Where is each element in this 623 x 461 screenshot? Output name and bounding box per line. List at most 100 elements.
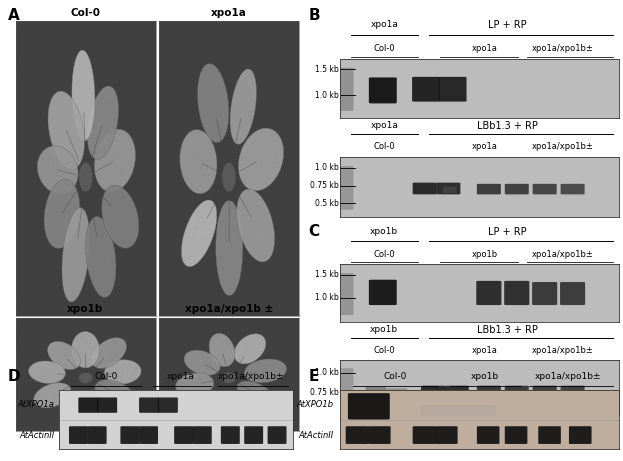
Point bbox=[135, 384, 145, 391]
Point bbox=[91, 395, 101, 402]
Point bbox=[137, 355, 147, 363]
Point bbox=[29, 27, 39, 34]
Point bbox=[278, 341, 288, 348]
Point bbox=[48, 301, 58, 308]
Point bbox=[87, 375, 97, 382]
Point bbox=[170, 426, 180, 434]
Point bbox=[148, 104, 158, 111]
Point bbox=[280, 410, 290, 417]
Point bbox=[174, 398, 184, 406]
Point bbox=[59, 152, 69, 160]
Point bbox=[189, 116, 199, 123]
Point bbox=[175, 124, 185, 132]
Point bbox=[90, 178, 100, 185]
Point bbox=[206, 274, 216, 282]
Point bbox=[56, 201, 66, 208]
Point bbox=[145, 107, 155, 115]
Point bbox=[218, 364, 228, 371]
Point bbox=[85, 420, 95, 428]
Point bbox=[260, 322, 270, 329]
Point bbox=[270, 422, 280, 430]
Point bbox=[89, 252, 99, 259]
Point bbox=[179, 394, 189, 401]
Point bbox=[60, 146, 70, 154]
Point bbox=[97, 360, 107, 367]
Point bbox=[159, 275, 169, 283]
Point bbox=[245, 36, 255, 44]
Point bbox=[264, 107, 274, 115]
Point bbox=[64, 370, 74, 377]
Point bbox=[161, 407, 171, 414]
Point bbox=[206, 420, 216, 428]
Point bbox=[58, 244, 68, 251]
Point bbox=[49, 32, 59, 39]
Point bbox=[214, 352, 224, 360]
Point bbox=[103, 153, 113, 160]
Point bbox=[54, 419, 64, 426]
Point bbox=[72, 225, 82, 232]
Point bbox=[283, 293, 293, 300]
Point bbox=[59, 370, 69, 378]
Point bbox=[35, 325, 45, 333]
Point bbox=[102, 370, 112, 377]
Point bbox=[50, 321, 60, 329]
Point bbox=[288, 136, 298, 144]
Point bbox=[108, 53, 118, 61]
Point bbox=[156, 414, 166, 421]
Point bbox=[12, 374, 22, 382]
Text: xpo1a: xpo1a bbox=[370, 20, 398, 29]
Point bbox=[60, 121, 70, 129]
Point bbox=[211, 359, 221, 366]
Point bbox=[132, 147, 142, 154]
Point bbox=[192, 401, 202, 408]
Point bbox=[219, 59, 229, 66]
Point bbox=[76, 165, 86, 173]
Point bbox=[80, 240, 90, 247]
Point bbox=[150, 321, 160, 329]
Point bbox=[182, 385, 192, 393]
Point bbox=[210, 248, 220, 256]
Point bbox=[192, 151, 202, 158]
Point bbox=[140, 142, 150, 149]
Point bbox=[155, 380, 164, 388]
Point bbox=[81, 363, 91, 371]
Point bbox=[185, 328, 195, 335]
Point bbox=[183, 145, 193, 152]
Point bbox=[54, 348, 64, 355]
Point bbox=[220, 48, 230, 55]
Point bbox=[193, 387, 203, 394]
Point bbox=[86, 85, 96, 92]
Point bbox=[280, 59, 290, 67]
Point bbox=[270, 270, 280, 278]
Text: 1.0 kb: 1.0 kb bbox=[315, 293, 339, 302]
Point bbox=[288, 274, 298, 282]
Point bbox=[179, 355, 189, 362]
Point bbox=[48, 196, 58, 204]
Point bbox=[158, 320, 168, 327]
Point bbox=[143, 352, 153, 359]
Point bbox=[13, 71, 23, 79]
Point bbox=[217, 299, 227, 306]
Point bbox=[117, 383, 126, 390]
Point bbox=[278, 277, 288, 284]
Point bbox=[195, 149, 205, 156]
Point bbox=[72, 205, 82, 213]
Point bbox=[275, 411, 285, 418]
Point bbox=[87, 287, 97, 295]
Point bbox=[206, 203, 216, 210]
Ellipse shape bbox=[197, 64, 229, 142]
Point bbox=[97, 157, 107, 164]
Point bbox=[102, 414, 112, 421]
Point bbox=[52, 376, 62, 383]
Point bbox=[38, 416, 48, 424]
Point bbox=[116, 299, 126, 307]
Point bbox=[26, 327, 36, 335]
Point bbox=[36, 210, 46, 218]
Point bbox=[176, 177, 186, 184]
FancyBboxPatch shape bbox=[139, 397, 159, 413]
Point bbox=[206, 340, 216, 348]
Point bbox=[187, 410, 197, 417]
Point bbox=[213, 180, 223, 187]
Point bbox=[15, 424, 25, 431]
Point bbox=[57, 414, 67, 421]
